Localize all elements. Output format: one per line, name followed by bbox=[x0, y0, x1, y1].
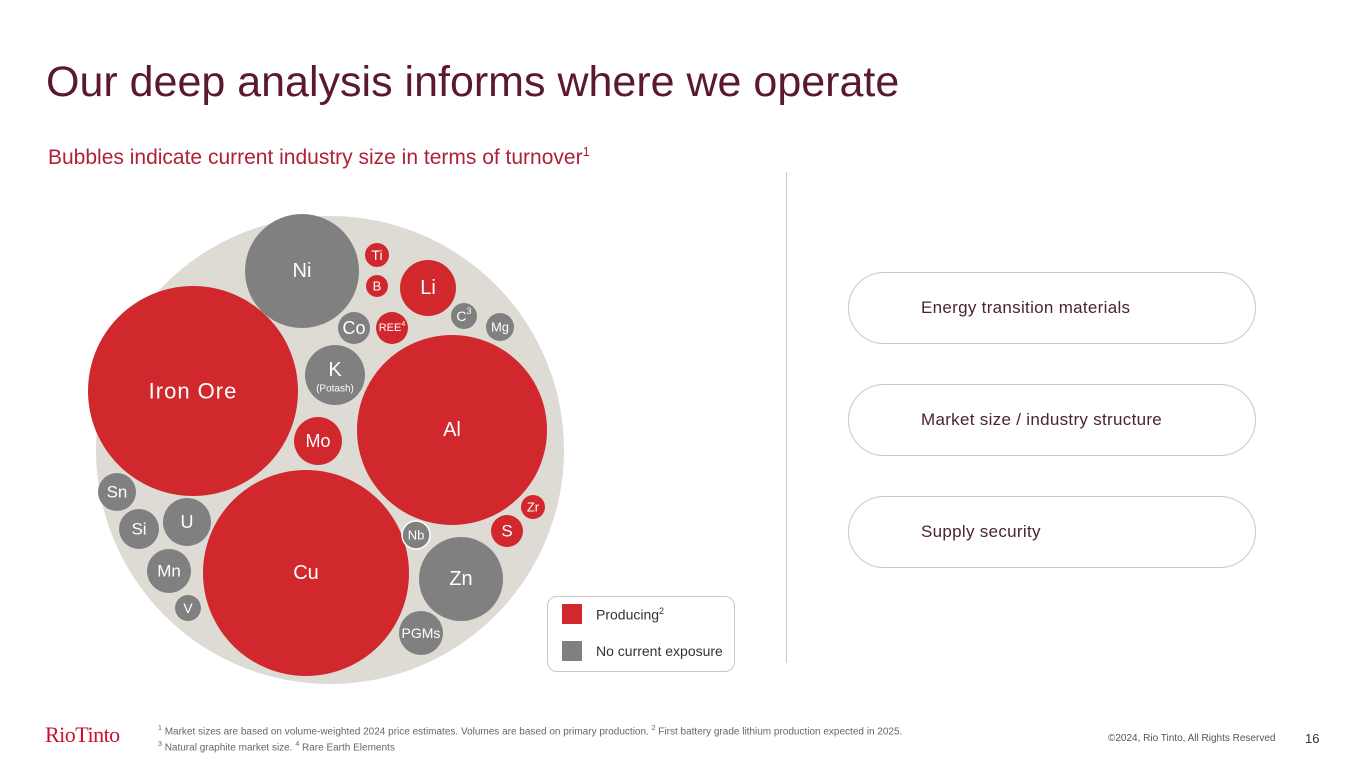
bubble-circle bbox=[305, 345, 365, 405]
criteria-market-size: Market size / industry structure bbox=[848, 384, 1256, 456]
bubble-label: Mg bbox=[491, 320, 509, 335]
legend: Producing2 No current exposure bbox=[547, 596, 735, 672]
bubble-circle bbox=[399, 611, 443, 655]
criteria-energy-transition: Energy transition materials bbox=[848, 272, 1256, 344]
bubble-label: Co bbox=[342, 318, 365, 338]
bubble-circle bbox=[294, 417, 342, 465]
bubble-label: Nb bbox=[408, 528, 425, 543]
bubble-iron-ore: Iron Ore bbox=[88, 286, 298, 496]
footnote-line-2: 3 Natural graphite market size. 4 Rare E… bbox=[158, 741, 395, 754]
bubble-nb: Nb bbox=[401, 520, 431, 550]
page-number: 16 bbox=[1305, 731, 1320, 746]
bubble-circle bbox=[88, 286, 298, 496]
bubble-label: Mn bbox=[157, 562, 181, 581]
bubble-label: Iron Ore bbox=[149, 379, 238, 404]
bubble-zn: Zn bbox=[419, 537, 503, 621]
criteria-supply-security: Supply security bbox=[848, 496, 1256, 568]
legend-no-exposure-swatch bbox=[562, 641, 582, 661]
bubble-cu: Cu bbox=[203, 470, 409, 676]
bubble-si: Si bbox=[119, 509, 159, 549]
bubble-label: Al bbox=[443, 419, 461, 441]
bubble-label: B bbox=[373, 279, 382, 294]
bubble-c: C3 bbox=[451, 303, 477, 329]
bubble-k: K (Potash) bbox=[305, 345, 365, 405]
bubble-circle bbox=[357, 335, 547, 525]
legend-producing: Producing2 bbox=[562, 604, 664, 624]
bubble-pgms: PGMs bbox=[399, 611, 443, 655]
bubble-v: V bbox=[175, 595, 201, 621]
bubble-label: PGMs bbox=[402, 625, 441, 641]
bubble-label: Sn bbox=[107, 483, 128, 502]
bubble-ni: Ni bbox=[245, 214, 359, 328]
copyright: ©2024, Rio Tinto, All Rights Reserved bbox=[1108, 733, 1276, 744]
bubble-b: B bbox=[366, 275, 388, 297]
bubble-circle bbox=[366, 275, 388, 297]
bubble-label: Mo bbox=[305, 431, 330, 451]
footnotes: 1 Market sizes are based on volume-weigh… bbox=[158, 722, 902, 755]
bubble-circle bbox=[491, 515, 523, 547]
bubble-co: Co bbox=[338, 312, 370, 344]
rio-tinto-logo: RioTinto bbox=[45, 722, 120, 747]
bubble-circle bbox=[376, 312, 408, 344]
bubble-label: Cu bbox=[293, 562, 319, 584]
bubble-label: K bbox=[328, 359, 342, 381]
bubble-al: Al bbox=[357, 335, 547, 525]
legend-producing-label: Producing2 bbox=[596, 605, 665, 623]
criteria-label: Market size / industry structure bbox=[921, 410, 1163, 429]
slide-title: Our deep analysis informs where we opera… bbox=[46, 58, 900, 106]
legend-no-exposure: No current exposure bbox=[562, 641, 723, 661]
bubble-label: Li bbox=[420, 277, 436, 299]
bubble-u: U bbox=[163, 498, 211, 546]
legend-no-exposure-label: No current exposure bbox=[596, 643, 723, 659]
bubble-s: S bbox=[491, 515, 523, 547]
bubble-circle bbox=[163, 498, 211, 546]
bubble-ree: REE4 bbox=[376, 312, 408, 344]
bubble-label: Ti bbox=[371, 247, 382, 263]
bubble-ti: Ti bbox=[365, 243, 389, 267]
bubble-mn: Mn bbox=[147, 549, 191, 593]
chart-subtitle: Bubbles indicate current industry size i… bbox=[48, 144, 590, 169]
bubble-label: REE4 bbox=[379, 321, 406, 334]
bubble-label: V bbox=[183, 600, 193, 616]
bubble-label: Si bbox=[131, 520, 146, 539]
bubble-circle bbox=[365, 243, 389, 267]
bubble-label: S bbox=[501, 522, 512, 541]
bubble-label: Zn bbox=[449, 568, 472, 590]
bubble-chart: Iron Ore Ni Ti B Li Co REE4 C3 Mg K (Potash) Al Mo Sn… bbox=[88, 214, 564, 684]
bubble-circle bbox=[338, 312, 370, 344]
bubble-circle bbox=[451, 303, 477, 329]
bubble-circle bbox=[419, 537, 503, 621]
bubble-zr: Zr bbox=[521, 495, 545, 519]
bubble-circle bbox=[98, 473, 136, 511]
bubble-circle bbox=[147, 549, 191, 593]
bubble-mg: Mg bbox=[486, 313, 514, 341]
bubble-mo: Mo bbox=[294, 417, 342, 465]
bubble-circle bbox=[245, 214, 359, 328]
bubble-circle bbox=[203, 470, 409, 676]
legend-producing-swatch bbox=[562, 604, 582, 624]
bubble-sublabel: (Potash) bbox=[316, 384, 354, 395]
bubble-circle bbox=[521, 495, 545, 519]
bubble-li: Li bbox=[400, 260, 456, 316]
vertical-divider bbox=[786, 172, 787, 663]
bubble-circle bbox=[175, 595, 201, 621]
bubble-circle bbox=[119, 509, 159, 549]
bubble-circle bbox=[486, 313, 514, 341]
bubble-circle bbox=[400, 260, 456, 316]
footnote-line-1: 1 Market sizes are based on volume-weigh… bbox=[158, 725, 903, 738]
bubble-label: Zr bbox=[527, 500, 540, 515]
bubble-label: U bbox=[181, 512, 194, 532]
bubble-sn: Sn bbox=[98, 473, 136, 511]
criteria-label: Energy transition materials bbox=[921, 298, 1131, 317]
bubble-label: Ni bbox=[293, 260, 312, 282]
bubble-circle bbox=[401, 520, 431, 550]
criteria-label: Supply security bbox=[921, 522, 1041, 541]
